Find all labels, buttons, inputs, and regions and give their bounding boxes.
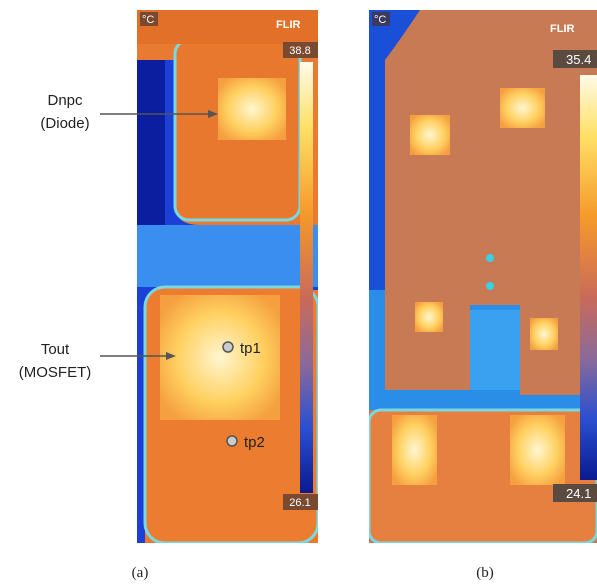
- brand: FLIR: [276, 19, 300, 31]
- caption: (b): [476, 565, 494, 581]
- scale-max: 38.8: [289, 45, 310, 57]
- scale-min: 24.1: [566, 486, 591, 501]
- point-marker: [223, 342, 233, 352]
- scale-min: 26.1: [289, 497, 310, 509]
- point-label: tp2: [244, 434, 265, 451]
- point-marker: [227, 436, 237, 446]
- callout-label: Tout: [41, 341, 70, 358]
- point-label: tp1: [240, 340, 261, 357]
- callout-label: (Diode): [40, 115, 89, 132]
- unit: °C: [374, 14, 386, 26]
- colorbar: [580, 75, 597, 480]
- colorbar: [300, 62, 313, 493]
- unit: °C: [142, 14, 154, 26]
- callout-label: (MOSFET): [19, 364, 92, 381]
- caption: (a): [132, 565, 149, 581]
- callout-label: Dnpc: [47, 92, 83, 109]
- thermal-image-b: [369, 10, 597, 543]
- thermal-image-a: [137, 10, 318, 543]
- brand: FLIR: [550, 23, 574, 35]
- figure: °C FLIR 38.8 26.1 tp1 tp2 Dnpc (Diode) T…: [0, 0, 597, 582]
- scale-max: 35.4: [566, 52, 591, 67]
